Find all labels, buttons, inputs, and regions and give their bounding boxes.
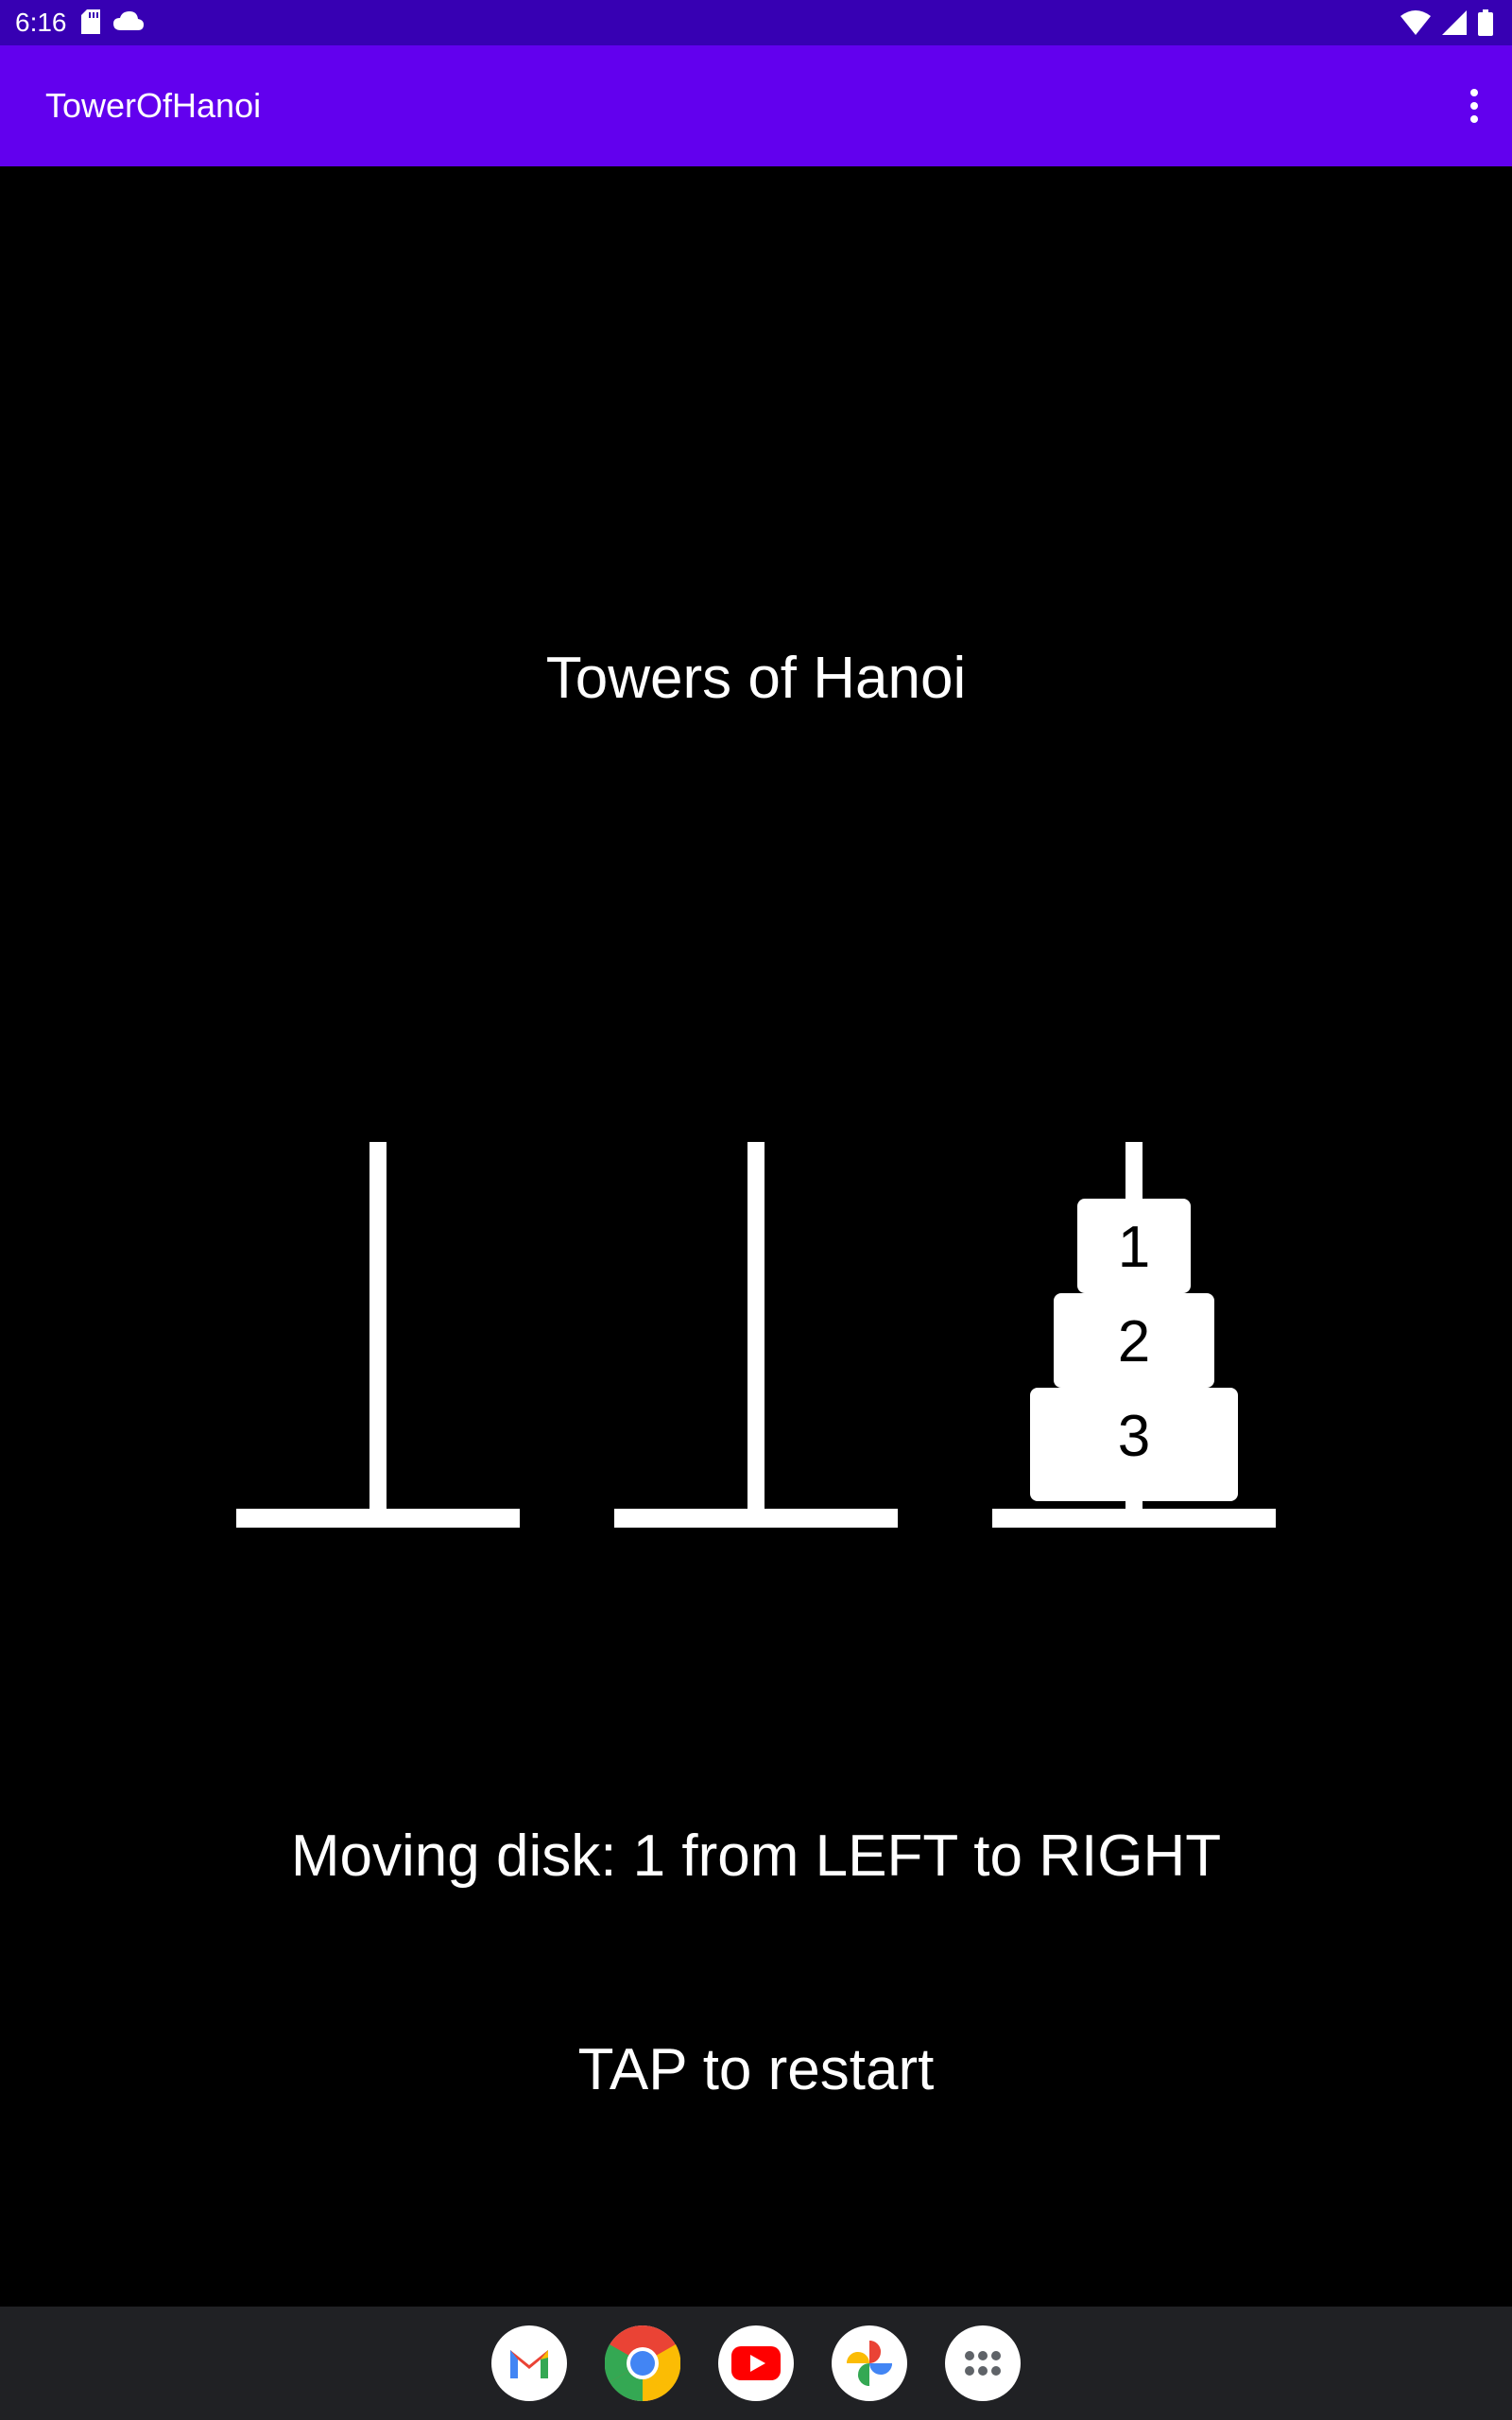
restart-hint: TAP to restart [577, 2037, 935, 2102]
peg-base [614, 1509, 898, 1528]
app-drawer-icon[interactable] [945, 2325, 1021, 2401]
status-right-icons [1400, 9, 1493, 41]
disk-2: 2 [1054, 1293, 1214, 1388]
chrome-icon[interactable] [605, 2325, 680, 2401]
status-left-icons [81, 9, 144, 39]
disk-1: 1 [1077, 1199, 1191, 1293]
peg-pole [747, 1142, 765, 1512]
app-title: TowerOfHanoi [45, 86, 262, 125]
move-status-text: Moving disk: 1 from LEFT to RIGHT [290, 1824, 1222, 1889]
disk-label: 1 [1118, 1215, 1150, 1280]
overflow-menu-button[interactable] [1452, 76, 1497, 136]
disk-body [1030, 1388, 1238, 1501]
gmail-icon[interactable] [491, 2325, 567, 2401]
app-bar: TowerOfHanoi [0, 45, 1512, 166]
disk-body [1077, 1199, 1191, 1293]
peg-base [236, 1509, 520, 1528]
youtube-icon[interactable] [718, 2325, 794, 2401]
peg-right: 3 2 1 [992, 1142, 1276, 1528]
towers-area: 3 2 1 [236, 1142, 1276, 1528]
disk-label: 2 [1118, 1309, 1150, 1374]
status-bar: 6:16 [0, 0, 1512, 45]
peg-left [236, 1142, 520, 1528]
peg-base [992, 1509, 1276, 1528]
overflow-menu-icon-dot [1470, 102, 1478, 110]
disk-label: 3 [1118, 1404, 1150, 1469]
overflow-menu-icon-dot [1470, 89, 1478, 96]
game-title: Towers of Hanoi [545, 646, 967, 711]
game-canvas[interactable]: Towers of Hanoi 3 2 1 Moving disk: 1 from … [0, 166, 1512, 2307]
status-time: 6:16 [15, 8, 67, 37]
battery-icon [1478, 9, 1493, 41]
peg-middle [614, 1142, 898, 1528]
peg-pole [369, 1142, 387, 1512]
cellular-signal-icon [1442, 10, 1467, 40]
disk-3: 3 [1030, 1388, 1238, 1501]
cloud-icon [113, 11, 144, 37]
disk-body [1054, 1293, 1214, 1388]
overflow-menu-icon-dot [1470, 115, 1478, 123]
wifi-icon [1400, 10, 1431, 40]
photos-icon[interactable] [832, 2325, 907, 2401]
app-dock [0, 2307, 1512, 2420]
sd-card-icon [81, 9, 100, 39]
